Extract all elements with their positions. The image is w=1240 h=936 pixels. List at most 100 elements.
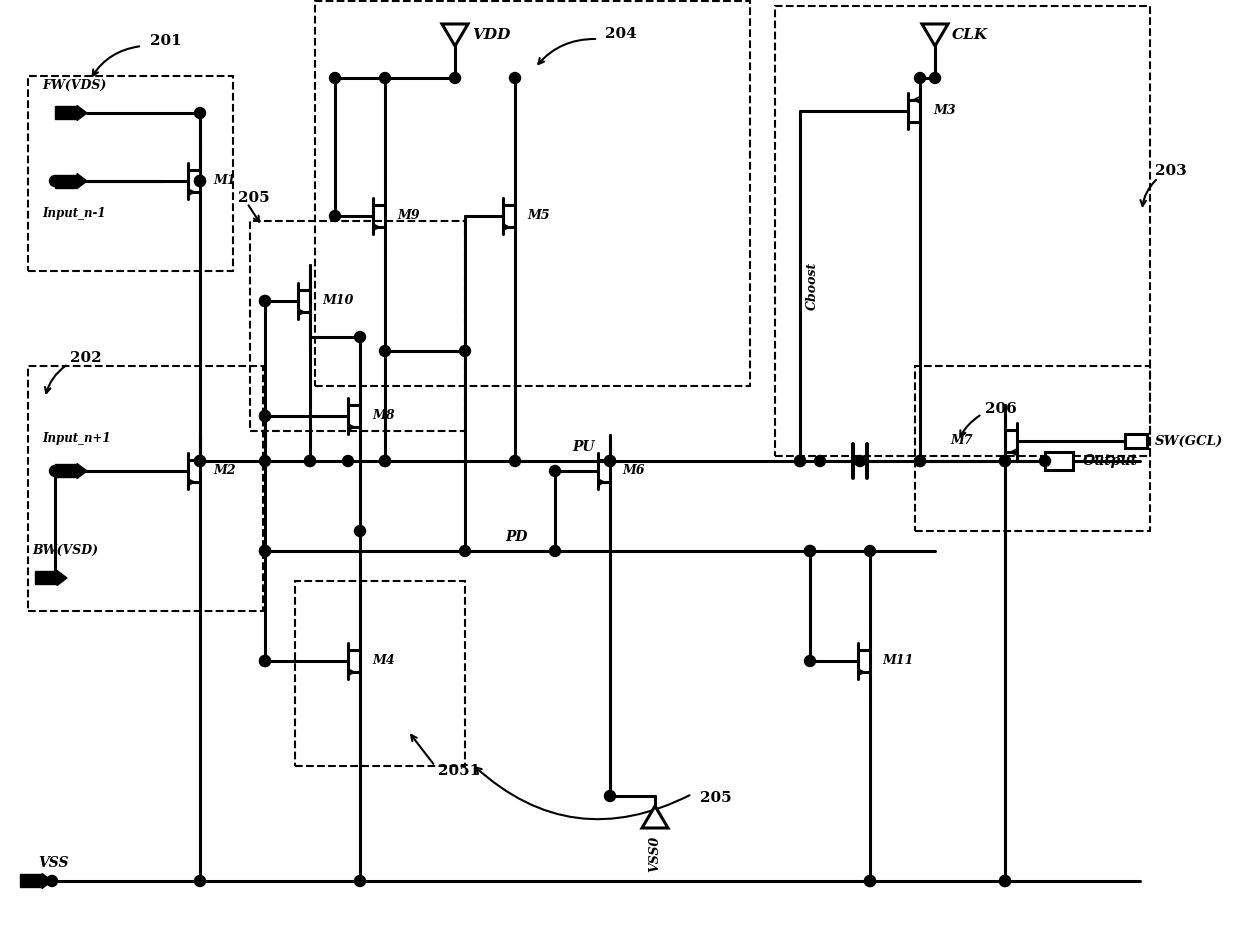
Circle shape xyxy=(914,456,925,466)
Circle shape xyxy=(330,211,341,222)
Polygon shape xyxy=(77,106,87,121)
Circle shape xyxy=(549,546,560,557)
Text: M1: M1 xyxy=(213,174,236,187)
Text: 201: 201 xyxy=(150,34,182,48)
Polygon shape xyxy=(642,806,668,828)
Circle shape xyxy=(914,456,925,466)
Circle shape xyxy=(805,655,816,666)
Text: CLK: CLK xyxy=(952,28,988,42)
Circle shape xyxy=(605,791,615,801)
Circle shape xyxy=(1039,456,1050,466)
Bar xyxy=(29,76,233,271)
Text: VDD: VDD xyxy=(472,28,511,42)
Circle shape xyxy=(999,456,1011,466)
Circle shape xyxy=(795,456,806,466)
Text: VSS: VSS xyxy=(38,856,68,870)
Circle shape xyxy=(854,456,866,466)
Bar xyxy=(915,366,1149,531)
Circle shape xyxy=(999,875,1011,886)
Polygon shape xyxy=(77,463,87,478)
Text: VSS0: VSS0 xyxy=(649,836,661,872)
Circle shape xyxy=(379,345,391,357)
Text: M5: M5 xyxy=(527,210,549,223)
Circle shape xyxy=(795,456,806,466)
Circle shape xyxy=(195,175,206,186)
Text: M4: M4 xyxy=(372,654,394,667)
Circle shape xyxy=(355,331,366,343)
Polygon shape xyxy=(42,873,52,888)
Bar xyxy=(55,174,77,187)
Bar xyxy=(1125,434,1147,448)
Circle shape xyxy=(914,72,925,83)
Circle shape xyxy=(195,456,206,466)
Text: PU: PU xyxy=(572,440,594,454)
Circle shape xyxy=(864,875,875,886)
Bar xyxy=(35,572,57,584)
Bar xyxy=(55,464,77,477)
Circle shape xyxy=(50,175,61,186)
Circle shape xyxy=(342,456,353,466)
Text: M11: M11 xyxy=(882,654,914,667)
Circle shape xyxy=(259,296,270,306)
Circle shape xyxy=(305,456,315,466)
Text: M9: M9 xyxy=(397,210,419,223)
Circle shape xyxy=(195,456,206,466)
Text: 205: 205 xyxy=(238,191,269,205)
Text: M8: M8 xyxy=(372,409,394,422)
Polygon shape xyxy=(77,173,87,188)
Text: M10: M10 xyxy=(322,295,353,308)
Circle shape xyxy=(195,175,206,186)
Polygon shape xyxy=(923,24,949,46)
Text: Input_n-1: Input_n-1 xyxy=(42,207,105,220)
Circle shape xyxy=(259,655,270,666)
Circle shape xyxy=(195,875,206,886)
Text: FW(VDS): FW(VDS) xyxy=(42,79,107,92)
Text: BW(VSD): BW(VSD) xyxy=(32,544,98,557)
Circle shape xyxy=(605,456,615,466)
Circle shape xyxy=(605,456,615,466)
Text: M7: M7 xyxy=(950,434,972,447)
Text: Cboost: Cboost xyxy=(806,262,818,310)
Text: 203: 203 xyxy=(1154,164,1187,178)
Bar xyxy=(29,366,263,611)
Text: M3: M3 xyxy=(932,105,956,118)
Circle shape xyxy=(379,72,391,83)
Text: Input_n+1: Input_n+1 xyxy=(42,432,110,446)
Circle shape xyxy=(195,108,206,119)
Circle shape xyxy=(864,875,875,886)
Circle shape xyxy=(999,875,1011,886)
Text: 205: 205 xyxy=(701,791,732,805)
Bar xyxy=(55,107,77,120)
Text: Output: Output xyxy=(1083,454,1138,468)
Circle shape xyxy=(379,456,391,466)
Text: 2051: 2051 xyxy=(438,764,480,778)
Circle shape xyxy=(930,72,940,83)
Circle shape xyxy=(449,72,460,83)
Polygon shape xyxy=(57,571,67,586)
Circle shape xyxy=(815,456,826,466)
Text: 206: 206 xyxy=(985,402,1017,416)
Bar xyxy=(315,1,750,386)
Text: M6: M6 xyxy=(622,464,645,477)
Text: PD: PD xyxy=(505,530,527,544)
Circle shape xyxy=(259,546,270,557)
Polygon shape xyxy=(441,24,467,46)
Text: M2: M2 xyxy=(213,464,236,477)
Circle shape xyxy=(460,546,470,557)
Text: SW(GCL): SW(GCL) xyxy=(1154,434,1223,447)
Circle shape xyxy=(330,72,341,83)
Circle shape xyxy=(549,465,560,476)
Circle shape xyxy=(305,456,315,466)
Bar xyxy=(775,6,1149,456)
Circle shape xyxy=(259,546,270,557)
Bar xyxy=(20,874,42,887)
Circle shape xyxy=(510,72,521,83)
Bar xyxy=(1045,452,1073,470)
Circle shape xyxy=(805,546,816,557)
Circle shape xyxy=(50,465,61,476)
Bar xyxy=(250,221,465,431)
Circle shape xyxy=(460,345,470,357)
Circle shape xyxy=(50,573,61,583)
Circle shape xyxy=(805,546,816,557)
Text: 202: 202 xyxy=(69,351,102,365)
